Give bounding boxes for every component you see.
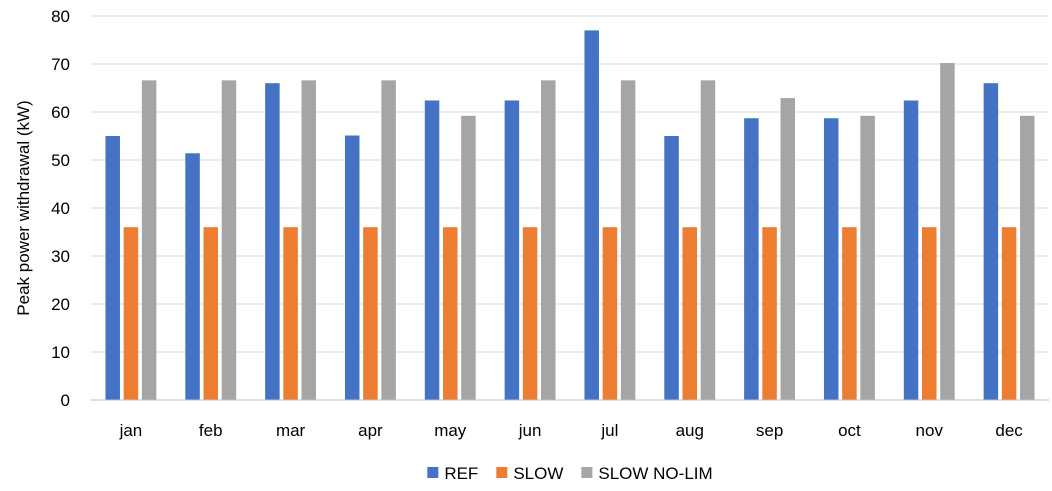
y-axis-title: Peak power withdrawal (kW) [14, 100, 33, 315]
bars [105, 30, 1035, 401]
bar-slow-no-lim-jul [620, 80, 636, 400]
legend-label: SLOW NO-LIM [598, 464, 712, 483]
y-tick-label: 50 [51, 151, 70, 170]
bar-ref-apr [344, 135, 360, 400]
x-tick-label: aug [676, 421, 704, 440]
bar-slow-no-lim-dec [1020, 115, 1035, 400]
bar-slow-feb [203, 227, 218, 400]
legend-swatch [496, 467, 508, 478]
y-tick-label: 30 [51, 247, 70, 266]
bar-slow-no-lim-aug [700, 80, 716, 400]
legend: REF SLOW SLOW NO-LIM [427, 464, 713, 483]
axes: 0 10 20 30 40 50 60 70 80 jan feb mar apr may jun jul au… [51, 7, 1049, 440]
bar-slow-no-lim-mar [301, 80, 317, 400]
bar-slow-no-lim-jan [141, 80, 157, 400]
legend-label: SLOW [513, 464, 563, 483]
bar-ref-nov [903, 100, 919, 400]
bar-ref-dec [983, 83, 999, 400]
bar-slow-jan [123, 227, 139, 400]
bar-slow-nov [922, 227, 937, 400]
x-tick-label: sep [756, 421, 783, 440]
bar-slow-no-lim-may [461, 115, 476, 400]
x-tick-label: dec [995, 421, 1023, 440]
bar-slow-may [443, 227, 458, 400]
x-tick-label: may [434, 421, 467, 440]
y-tick-label: 60 [51, 103, 70, 122]
x-tick-label: nov [916, 421, 944, 440]
y-tick-label: 80 [51, 7, 70, 26]
x-tick-label: feb [199, 421, 223, 440]
bar-ref-jun [504, 100, 520, 400]
bar-slow-no-lim-apr [381, 80, 396, 400]
bar-ref-mar [265, 83, 280, 400]
y-tick-label: 10 [51, 343, 70, 362]
y-tick-label: 40 [51, 199, 70, 218]
x-tick-label: jul [600, 421, 618, 440]
bar-slow-oct [842, 227, 857, 400]
legend-item: SLOW [496, 464, 563, 483]
bar-slow-no-lim-feb [221, 80, 237, 400]
bar-ref-may [424, 100, 440, 400]
bar-ref-feb [185, 153, 200, 400]
gridlines [91, 15, 1049, 353]
x-tick-label: jun [518, 421, 542, 440]
legend-swatch [427, 467, 439, 478]
bar-ref-jan [105, 136, 120, 400]
bar-ref-sep [744, 118, 759, 401]
bar-slow-no-lim-jun [541, 80, 556, 400]
bar-slow-apr [363, 227, 378, 400]
x-tick-label: apr [358, 421, 383, 440]
bar-slow-no-lim-sep [780, 98, 796, 400]
bar-ref-aug [664, 136, 679, 400]
y-tick-label: 20 [51, 295, 70, 314]
legend-item: SLOW NO-LIM [581, 464, 713, 483]
bar-slow-no-lim-oct [860, 115, 875, 400]
bar-ref-jul [584, 30, 599, 401]
legend-item: REF [427, 464, 478, 483]
bar-slow-mar [283, 227, 298, 400]
bar-slow-sep [762, 227, 777, 400]
x-tick-label: jan [119, 421, 143, 440]
x-tick-label: oct [838, 421, 861, 440]
bar-slow-no-lim-nov [940, 63, 955, 400]
bar-slow-aug [682, 227, 697, 400]
x-tick-label: mar [276, 421, 306, 440]
y-tick-label: 0 [61, 391, 70, 410]
legend-label: REF [444, 464, 478, 483]
bar-slow-jun [522, 227, 538, 400]
bar-slow-jul [602, 227, 618, 400]
bar-ref-oct [823, 118, 839, 401]
y-tick-label: 70 [51, 55, 70, 74]
legend-swatch [581, 467, 593, 478]
bar-slow-dec [1001, 227, 1017, 400]
